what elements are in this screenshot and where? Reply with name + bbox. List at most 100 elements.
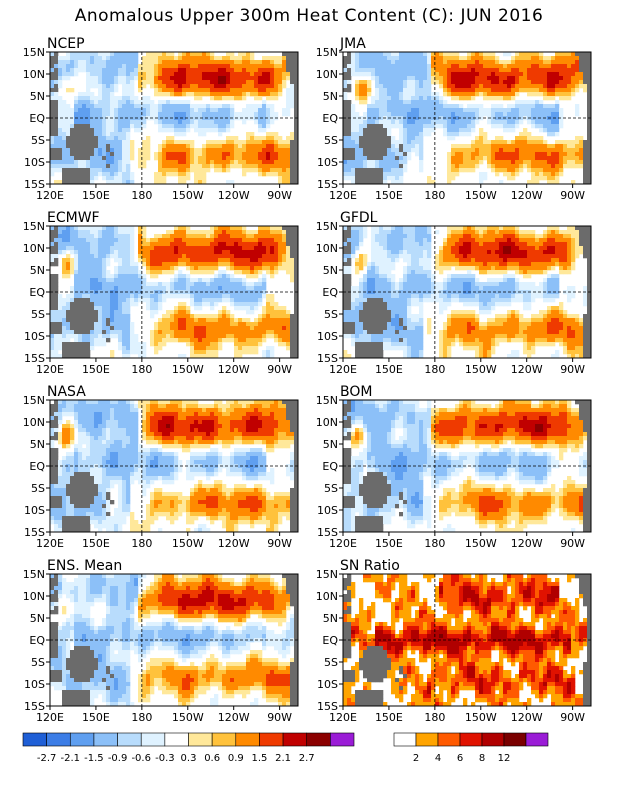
x-tick-label: 120W <box>511 189 543 202</box>
legend-swatch <box>525 732 549 747</box>
legend-swatch <box>117 732 142 747</box>
x-tick-label: 150W <box>465 189 497 202</box>
panel-label: NCEP <box>47 36 85 52</box>
y-tick-label: 15N <box>316 46 338 59</box>
y-tick-label: EQ <box>29 460 45 473</box>
y-tick-label: EQ <box>29 286 45 299</box>
y-tick-label: 10N <box>316 416 338 429</box>
x-tick-label: 120E <box>329 189 357 202</box>
x-tick-label: 150W <box>172 363 204 376</box>
x-tick-label: 150E <box>82 363 110 376</box>
y-tick-label: 5S <box>31 134 45 147</box>
legend-swatch <box>93 732 118 747</box>
field-cells <box>343 574 591 706</box>
chart-title: Anomalous Upper 300m Heat Content (C): J… <box>74 6 544 26</box>
x-tick-label: 150E <box>82 189 110 202</box>
x-tick-label: 150W <box>465 537 497 550</box>
legend-swatch <box>459 732 483 747</box>
y-tick-label: 5N <box>323 612 338 625</box>
y-tick-label: 15N <box>316 568 338 581</box>
x-tick-label: 150E <box>375 189 403 202</box>
x-tick-label: 180 <box>131 189 152 202</box>
legend-swatch <box>503 732 527 747</box>
x-tick-label: 150E <box>375 711 403 724</box>
legend-swatch <box>46 732 71 747</box>
y-tick-label: 5N <box>30 264 45 277</box>
y-tick-label: 15N <box>23 394 45 407</box>
legend-swatch <box>481 732 505 747</box>
legend-label: 0.6 <box>204 753 220 764</box>
x-tick-label: 90W <box>267 363 292 376</box>
x-tick-label: 120E <box>329 711 357 724</box>
y-tick-label: 5S <box>324 134 338 147</box>
legend-swatch <box>188 732 213 747</box>
legend-swatch <box>211 732 237 747</box>
x-tick-label: 180 <box>424 537 445 550</box>
legend-swatch <box>415 732 439 747</box>
snr-legend: 2 4 6 8 12 <box>393 732 549 764</box>
y-tick-label: 15S <box>24 352 45 365</box>
panel-label: BOM <box>340 384 372 400</box>
y-tick-label: 5N <box>30 438 45 451</box>
y-tick-label: 5S <box>31 656 45 669</box>
y-tick-label: 5N <box>30 90 45 103</box>
legend-label: 1.5 <box>251 753 267 764</box>
panel-label: NASA <box>47 384 86 400</box>
y-tick-label: 15N <box>23 568 45 581</box>
legend-swatch <box>235 732 260 747</box>
y-tick-label: 15N <box>316 394 338 407</box>
legend-label: -0.3 <box>155 753 175 764</box>
y-tick-label: 5N <box>323 90 338 103</box>
x-tick-label: 120E <box>329 363 357 376</box>
legend-label: 8 <box>479 753 485 764</box>
legend-label: -2.1 <box>61 753 81 764</box>
x-tick-label: 150E <box>82 537 110 550</box>
x-tick-label: 90W <box>267 189 292 202</box>
legend-label: -1.5 <box>84 753 104 764</box>
y-tick-label: 15S <box>317 352 338 365</box>
legend-swatch <box>393 732 417 747</box>
y-tick-label: 15S <box>24 700 45 713</box>
x-tick-label: 120E <box>329 537 357 550</box>
x-tick-label: 150E <box>375 537 403 550</box>
x-tick-label: 90W <box>267 537 292 550</box>
field-cells <box>343 52 591 184</box>
x-tick-label: 150E <box>82 711 110 724</box>
legend-label: 4 <box>435 753 441 764</box>
x-tick-label: 120W <box>218 189 250 202</box>
y-tick-label: EQ <box>322 286 338 299</box>
y-tick-label: 5N <box>323 438 338 451</box>
legend-swatch <box>164 732 189 747</box>
y-tick-label: 10N <box>23 242 45 255</box>
y-tick-label: 10S <box>24 156 45 169</box>
x-tick-label: 90W <box>560 537 585 550</box>
y-tick-label: 5N <box>323 264 338 277</box>
y-tick-label: EQ <box>322 460 338 473</box>
panel-label: ECMWF <box>47 210 100 226</box>
x-tick-label: 150W <box>465 363 497 376</box>
y-tick-label: 15N <box>23 46 45 59</box>
x-tick-label: 150W <box>172 711 204 724</box>
x-tick-label: 120W <box>218 537 250 550</box>
x-tick-label: 150W <box>172 189 204 202</box>
y-tick-label: 15S <box>24 526 45 539</box>
x-tick-label: 120E <box>36 711 64 724</box>
y-tick-label: 10N <box>316 68 338 81</box>
y-tick-label: 10N <box>23 590 45 603</box>
y-tick-label: 10S <box>24 330 45 343</box>
legend-swatch <box>437 732 461 747</box>
legend-label: 0.9 <box>228 753 244 764</box>
x-tick-label: 90W <box>560 363 585 376</box>
y-tick-label: EQ <box>322 112 338 125</box>
x-tick-label: 120E <box>36 363 64 376</box>
y-tick-label: 10N <box>316 590 338 603</box>
x-tick-label: 180 <box>424 711 445 724</box>
x-tick-label: 180 <box>424 363 445 376</box>
panel-label: JMA <box>339 36 366 52</box>
legend-swatch <box>22 732 47 747</box>
anomaly-legend: -2.7 -2.1 -1.5 -0.9 -0.6 -0.3 0.3 0.6 0.9 1.5 2.1 2… <box>22 732 355 764</box>
